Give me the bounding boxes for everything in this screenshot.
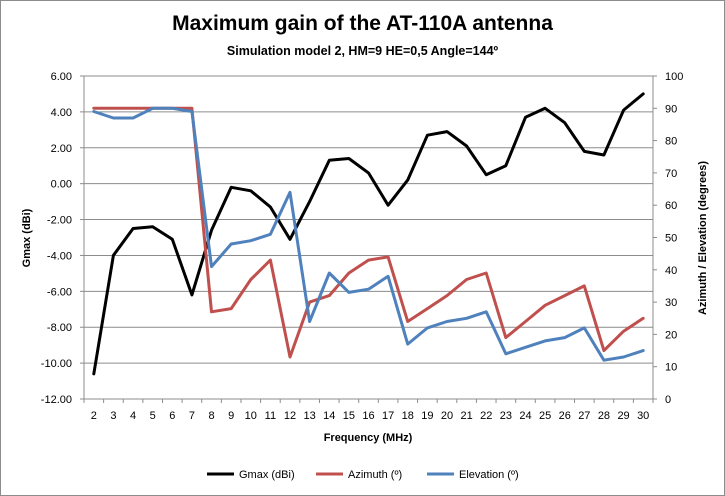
x-tick-label: 13 (304, 410, 316, 422)
x-tick-label: 9 (228, 410, 234, 422)
x-tick-label: 27 (578, 410, 590, 422)
y-left-axis-title: Gmax (dBi) (21, 208, 33, 267)
x-tick-label: 7 (189, 410, 195, 422)
y-left-tick-label: -6.00 (47, 286, 72, 298)
axes (80, 75, 657, 403)
y-left-tick-label: 0.00 (51, 179, 72, 191)
y-left-tick-label: -10.00 (41, 358, 72, 370)
x-tick-label: 30 (637, 410, 649, 422)
x-tick-label: 12 (284, 410, 296, 422)
x-tick-label: 14 (323, 410, 335, 422)
x-tick-label: 26 (559, 410, 571, 422)
x-tick-label: 17 (382, 410, 394, 422)
x-tick-label: 23 (500, 410, 512, 422)
x-tick-label: 11 (265, 410, 276, 422)
x-tick-label: 10 (245, 410, 257, 422)
legend-label-1: Gmax (dBi) (239, 469, 295, 481)
legend-label-2: Azimuth (º) (348, 469, 402, 481)
legend: Gmax (dBi) Azimuth (º) Elevation (º) (207, 469, 519, 481)
series-line-3 (92, 106, 645, 362)
legend-label-3: Elevation (º) (459, 469, 519, 481)
y-left-tick-label: -4.00 (47, 250, 72, 262)
x-tick-label: 24 (519, 410, 531, 422)
x-tick-label: 20 (441, 410, 453, 422)
y-left-tick-label: -12.00 (41, 394, 72, 406)
chart-title: Maximum gain of the AT-110A antenna (172, 12, 553, 35)
x-tick-label: 16 (362, 410, 374, 422)
x-tick-label: 21 (460, 410, 472, 422)
x-tick-label: 6 (169, 410, 175, 422)
x-tick-label: 18 (402, 410, 414, 422)
x-tick-label: 8 (208, 410, 214, 422)
y-right-tick-label: 0 (665, 394, 671, 406)
x-tick-label: 22 (480, 410, 492, 422)
y-left-tick-label: 4.00 (51, 107, 72, 119)
y-right-tick-label: 30 (665, 297, 677, 309)
tick-labels: 6.00 4.00 2.00 0.00 -2.00 -4.00 -6.00 -8.00 -10.… (41, 71, 684, 422)
x-tick-label: 3 (110, 410, 116, 422)
y-right-tick-label: 40 (665, 265, 677, 277)
x-axis-title: Frequency (MHz) (324, 432, 413, 444)
y-left-tick-label: -2.00 (47, 215, 72, 227)
series-line-2 (92, 106, 645, 359)
y-left-tick-label: -8.00 (47, 322, 72, 334)
y-right-tick-label: 90 (665, 103, 677, 115)
chart-subtitle: Simulation model 2, HM=9 HE=0,5 Angle=14… (226, 44, 499, 58)
y-right-tick-label: 70 (665, 168, 677, 180)
y-right-tick-label: 100 (665, 71, 683, 83)
x-tick-label: 2 (91, 410, 97, 422)
x-tick-label: 5 (150, 410, 156, 422)
x-tick-label: 4 (130, 410, 136, 422)
y-right-tick-label: 10 (665, 362, 677, 374)
series-line-1 (92, 92, 645, 376)
y-right-tick-label: 50 (665, 233, 677, 245)
x-tick-label: 28 (598, 410, 610, 422)
x-tick-label: 19 (421, 410, 433, 422)
x-tick-label: 25 (539, 410, 551, 422)
y-left-tick-label: 2.00 (51, 143, 72, 155)
y-right-tick-label: 20 (665, 329, 677, 341)
y-right-tick-label: 60 (665, 200, 677, 212)
series-lines (92, 92, 645, 376)
y-right-tick-label: 80 (665, 136, 677, 148)
y-right-axis-title: Azimuth / Elevation (degrees) (697, 161, 709, 315)
x-tick-label: 29 (617, 410, 629, 422)
y-left-tick-label: 6.00 (51, 71, 72, 83)
x-tick-label: 15 (343, 410, 355, 422)
